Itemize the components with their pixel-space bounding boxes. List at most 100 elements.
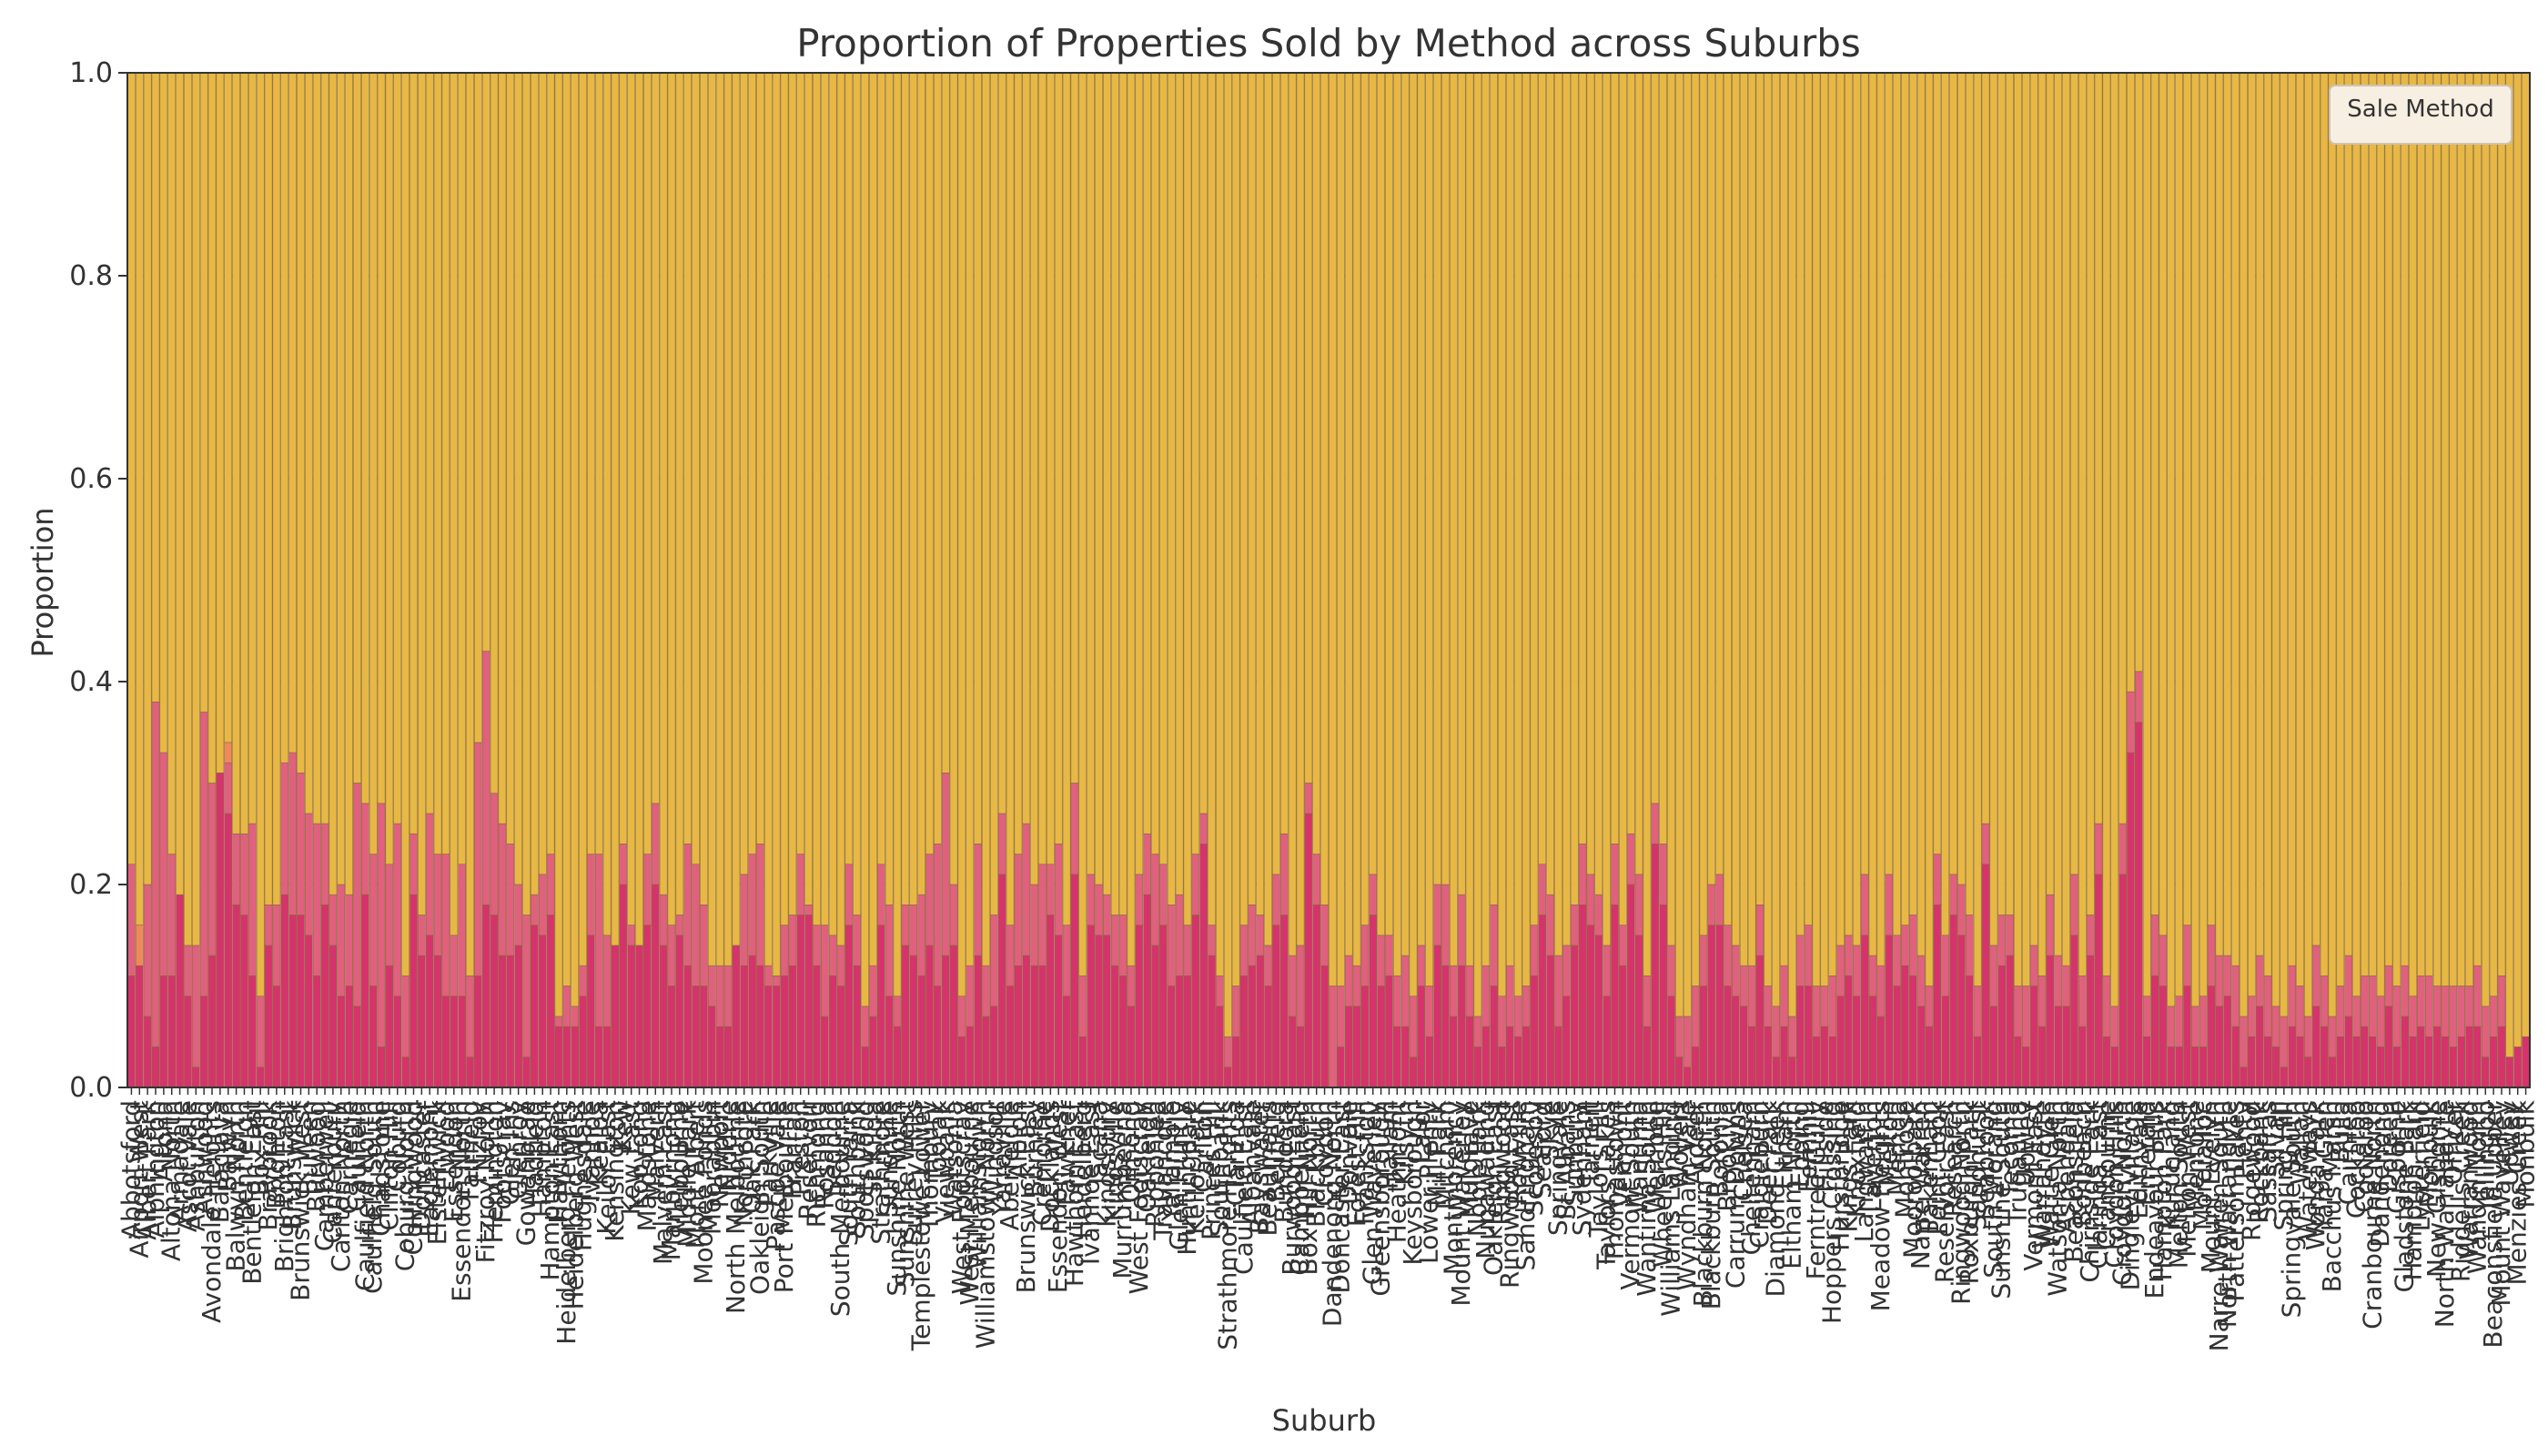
bar-segment: [1490, 72, 1498, 905]
bar-segment: [2473, 1026, 2482, 1088]
bar-segment: [2255, 72, 2264, 956]
x-tick-label: Wyndham Vale: [1672, 1100, 1702, 1291]
bar-segment: [1022, 823, 1031, 956]
bar-segment: [135, 965, 144, 1088]
bar-segment: [723, 1026, 733, 1088]
bar-segment: [2134, 671, 2143, 723]
bar-segment: [1352, 72, 1361, 966]
bar-segment: [1054, 844, 1063, 936]
bar-segment: [1433, 884, 1441, 946]
bar-segment: [288, 915, 297, 1088]
x-tick-label: Carlton: [1188, 1100, 1218, 1193]
bar-segment: [1481, 1026, 1491, 1088]
bar-segment: [531, 925, 539, 1088]
bar-segment: [2505, 72, 2514, 1057]
bar-segment: [2134, 722, 2143, 1088]
bar-segment: [1272, 925, 1280, 1088]
x-tick-label: Maribyrnong: [656, 1100, 686, 1260]
bar-segment: [788, 72, 797, 915]
bar-segment: [264, 72, 273, 905]
bar-segment: [1143, 72, 1152, 834]
bar-segment: [2142, 996, 2151, 1037]
x-tick-label: Doreen: [2373, 1100, 2403, 1193]
bar-segment: [2384, 1006, 2393, 1088]
bar-segment: [2207, 986, 2216, 1088]
bar-segment: [1820, 1026, 1829, 1088]
bar-segment: [853, 965, 862, 1088]
bar-segment: [2449, 72, 2458, 986]
bar-segment: [1054, 935, 1063, 1088]
x-tick-label: St Albans: [1551, 1100, 1581, 1220]
bar-segment: [191, 72, 200, 946]
x-tick-label: Southbank: [842, 1099, 872, 1237]
x-tick-label: Balaclava: [205, 1100, 235, 1223]
bar-segment: [473, 742, 482, 976]
bar-segment: [1747, 72, 1756, 966]
bar-segment: [159, 72, 168, 753]
bar-segment: [820, 925, 829, 1017]
bar-segment: [1352, 965, 1361, 1007]
bar-segment: [2263, 72, 2272, 976]
x-tick-label: Sydenham: [1567, 1100, 1597, 1236]
bar-segment: [481, 651, 490, 905]
bar-segment: [2473, 72, 2482, 966]
bar-segment: [2497, 1026, 2506, 1088]
bar-segment: [184, 945, 192, 996]
x-tick-label: Strathmore: [865, 1100, 895, 1245]
x-tick-label: Bulla: [2325, 1100, 2355, 1164]
x-tick-label: Kew East: [616, 1100, 646, 1215]
bar-segment: [1683, 1067, 1692, 1088]
bar-segment: [659, 945, 668, 1088]
x-tick-label: Hurstbridge: [1825, 1100, 1855, 1251]
bar-segment: [1264, 945, 1272, 986]
bar-segment: [1643, 1026, 1652, 1088]
x-tick-label: Frankston: [1350, 1100, 1380, 1225]
bar-segment: [651, 72, 660, 804]
x-tick-label: Kealba: [583, 1100, 613, 1186]
bar-segment: [1087, 72, 1096, 875]
bar-segment: [2432, 72, 2442, 986]
bar-segment: [853, 72, 862, 915]
x-tick-label: West Footscray: [1124, 1100, 1154, 1294]
bar-segment: [2046, 72, 2055, 895]
bar-segment: [1554, 72, 1562, 956]
bar-segment: [127, 976, 136, 1088]
bar-segment: [1231, 1036, 1240, 1088]
bar-segment: [700, 986, 708, 1088]
bar-segment: [377, 803, 386, 1047]
bar-segment: [1457, 894, 1466, 966]
bar-segment: [1916, 955, 1926, 1007]
x-tick-label: Viewbank: [930, 1099, 960, 1223]
bar-segment: [207, 783, 217, 956]
x-tick-label: Croydon Hills: [2099, 1100, 2129, 1269]
bar-segment: [1981, 864, 1990, 1088]
bar-segment: [1538, 72, 1547, 865]
x-tick-label: Ascot Vale: [172, 1100, 202, 1232]
x-tick-label: Elwood: [430, 1100, 460, 1191]
bar-segment: [1530, 72, 1539, 925]
bar-segment: [401, 1057, 410, 1088]
bar-segment: [1288, 1016, 1297, 1088]
bar-segment: [2086, 915, 2095, 956]
x-tick-label: West Melbourne: [955, 1100, 985, 1306]
bar-segment: [425, 72, 434, 814]
bar-segment: [1360, 986, 1370, 1088]
bar-segment: [2223, 955, 2232, 996]
x-tick-label: Glen Iris: [495, 1100, 525, 1206]
x-tick-label: Sandringham: [1511, 1100, 1541, 1270]
x-tick-label: Footscray: [487, 1100, 517, 1224]
bar-segment: [490, 793, 499, 915]
bar-segment: [1103, 935, 1111, 1088]
bar-segment: [546, 915, 555, 1088]
x-tick-label: Melton South: [2164, 1100, 2194, 1269]
bar-segment: [611, 945, 620, 1088]
bar-segment: [1392, 976, 1401, 1027]
x-tick-label: Hillside: [1809, 1100, 1839, 1193]
x-tick-label: Clarinda East: [2083, 1100, 2113, 1269]
bar-segment: [1449, 965, 1458, 1017]
bar-segment: [1360, 72, 1370, 925]
bar-segment: [353, 783, 361, 1007]
x-tick-label: Caulfield North: [349, 1100, 379, 1291]
x-tick-label: Coburg North: [390, 1100, 420, 1271]
bar-segment: [1490, 904, 1498, 986]
